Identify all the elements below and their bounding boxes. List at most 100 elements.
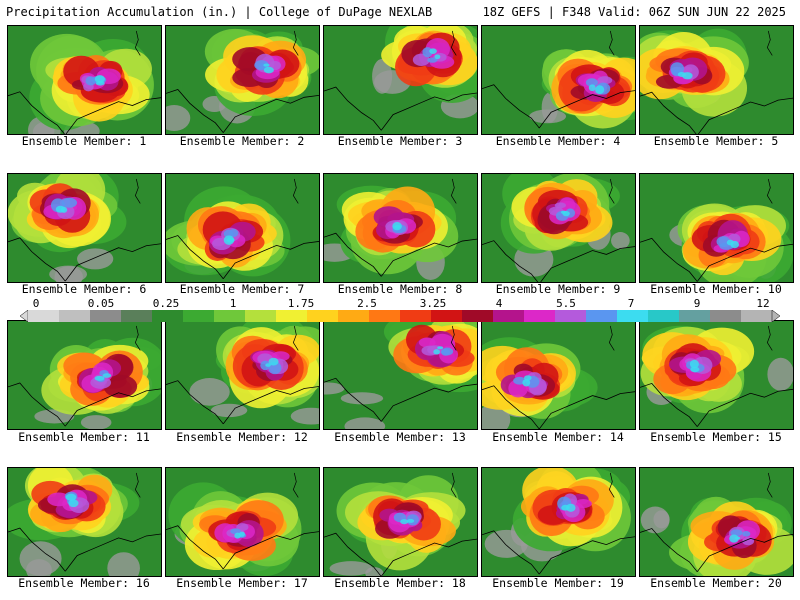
colorbar-swatch bbox=[431, 310, 463, 322]
member-label: Ensemble Member: 12 bbox=[176, 430, 308, 444]
colorbar-swatch bbox=[307, 310, 339, 322]
state-border-line bbox=[766, 30, 773, 56]
state-border-line bbox=[640, 237, 793, 282]
colorbar-swatch bbox=[524, 310, 556, 322]
member-map-15 bbox=[639, 320, 794, 430]
member-map-20 bbox=[639, 467, 794, 577]
state-border-line bbox=[766, 472, 773, 498]
state-border-line bbox=[134, 178, 141, 204]
state-border-line bbox=[134, 325, 141, 351]
state-border-line bbox=[8, 527, 161, 572]
state-border-line bbox=[324, 377, 477, 422]
colorbar-swatch bbox=[121, 310, 153, 322]
colorbar-swatch bbox=[183, 310, 215, 322]
precip-field bbox=[324, 321, 477, 429]
state-border-line bbox=[482, 385, 635, 429]
precip-field bbox=[8, 174, 161, 282]
member-map-6 bbox=[7, 173, 162, 283]
member-label: Ensemble Member: 10 bbox=[650, 282, 782, 296]
state-border-line bbox=[166, 235, 319, 279]
colorbar-tick-label: 7 bbox=[627, 297, 635, 310]
member-map-12 bbox=[165, 320, 320, 430]
state-border-line bbox=[134, 30, 141, 56]
state-border-line bbox=[8, 382, 161, 427]
precip-field bbox=[482, 321, 635, 429]
colorbar-swatch bbox=[617, 310, 649, 322]
member-map-14 bbox=[481, 320, 636, 430]
colorbar-tick-label: 5.5 bbox=[556, 297, 576, 310]
member-map-17 bbox=[165, 467, 320, 577]
state-border-line bbox=[8, 91, 161, 134]
precip-field bbox=[324, 468, 477, 576]
member-map-1 bbox=[7, 25, 162, 135]
state-border-line bbox=[166, 525, 319, 570]
colorbar-tick-label: 1.75 bbox=[287, 297, 315, 310]
state-border-line bbox=[640, 528, 793, 572]
state-border-line bbox=[766, 178, 773, 204]
colorbar-tick-label: 0 bbox=[32, 297, 40, 310]
colorbar-tick-label: 1 bbox=[229, 297, 237, 310]
colorbar-swatch bbox=[555, 310, 587, 322]
state-border-line bbox=[324, 532, 477, 576]
colorbar-swatch bbox=[648, 310, 680, 322]
member-map-19 bbox=[481, 467, 636, 577]
state-border-line bbox=[450, 472, 457, 498]
state-border-line bbox=[482, 530, 635, 575]
member-label: Ensemble Member: 17 bbox=[176, 576, 308, 590]
precip-field bbox=[8, 321, 161, 429]
colorbar-max-arrow bbox=[771, 310, 780, 322]
colorbar-tick-label: 9 bbox=[693, 297, 701, 310]
member-label: Ensemble Member: 19 bbox=[492, 576, 624, 590]
precip-field bbox=[166, 26, 319, 134]
precip-field bbox=[482, 468, 635, 576]
precip-field bbox=[166, 321, 319, 429]
colorbar-swatch bbox=[586, 310, 618, 322]
state-border-line bbox=[8, 237, 161, 282]
colorbar-tick-label: 4 bbox=[495, 297, 503, 310]
precip-field bbox=[166, 468, 319, 576]
precip-field bbox=[640, 468, 793, 576]
colorbar-swatch bbox=[214, 310, 246, 322]
colorbar-swatch bbox=[462, 310, 494, 322]
member-label: Ensemble Member: 9 bbox=[495, 282, 621, 296]
precip-field bbox=[324, 174, 477, 282]
member-map-4 bbox=[481, 25, 636, 135]
member-label: Ensemble Member: 3 bbox=[337, 134, 463, 148]
precip-field bbox=[640, 321, 793, 429]
state-border-line bbox=[482, 84, 635, 129]
member-label: Ensemble Member: 16 bbox=[18, 576, 150, 590]
member-label: Ensemble Member: 11 bbox=[18, 430, 150, 444]
colorbar-swatch bbox=[152, 310, 184, 322]
state-border-line bbox=[450, 325, 457, 351]
state-border-line bbox=[608, 472, 615, 498]
member-map-8 bbox=[323, 173, 478, 283]
colorbar-swatch bbox=[741, 310, 773, 322]
colorbar-swatch bbox=[276, 310, 308, 322]
precip-field bbox=[324, 26, 477, 134]
member-map-16 bbox=[7, 467, 162, 577]
colorbar-swatch bbox=[90, 310, 122, 322]
colorbar-tick-label: 0.25 bbox=[152, 297, 180, 310]
state-border-line bbox=[608, 30, 615, 56]
state-border-line bbox=[450, 178, 457, 204]
member-label: Ensemble Member: 4 bbox=[495, 134, 621, 148]
state-border-line bbox=[166, 88, 319, 133]
colorbar-swatch bbox=[59, 310, 91, 322]
map-title: Precipitation Accumulation (in.) | Colle… bbox=[6, 5, 433, 19]
precip-field bbox=[8, 468, 161, 576]
member-map-2 bbox=[165, 25, 320, 135]
member-label: Ensemble Member: 2 bbox=[179, 134, 305, 148]
valid-time: 18Z GEFS | F348 Valid: 06Z SUN JUN 22 20… bbox=[482, 5, 786, 19]
precip-field bbox=[482, 26, 635, 134]
colorbar-min-arrow bbox=[20, 310, 29, 322]
member-map-3 bbox=[323, 25, 478, 135]
colorbar-tick-label: 0.05 bbox=[87, 297, 115, 310]
state-border-line bbox=[608, 178, 615, 204]
colorbar-swatch bbox=[710, 310, 742, 322]
member-map-5 bbox=[639, 25, 794, 135]
colorbar-swatch bbox=[338, 310, 370, 322]
member-map-10 bbox=[639, 173, 794, 283]
member-map-11 bbox=[7, 320, 162, 430]
state-border-line bbox=[482, 240, 635, 282]
state-border-line bbox=[324, 232, 477, 277]
